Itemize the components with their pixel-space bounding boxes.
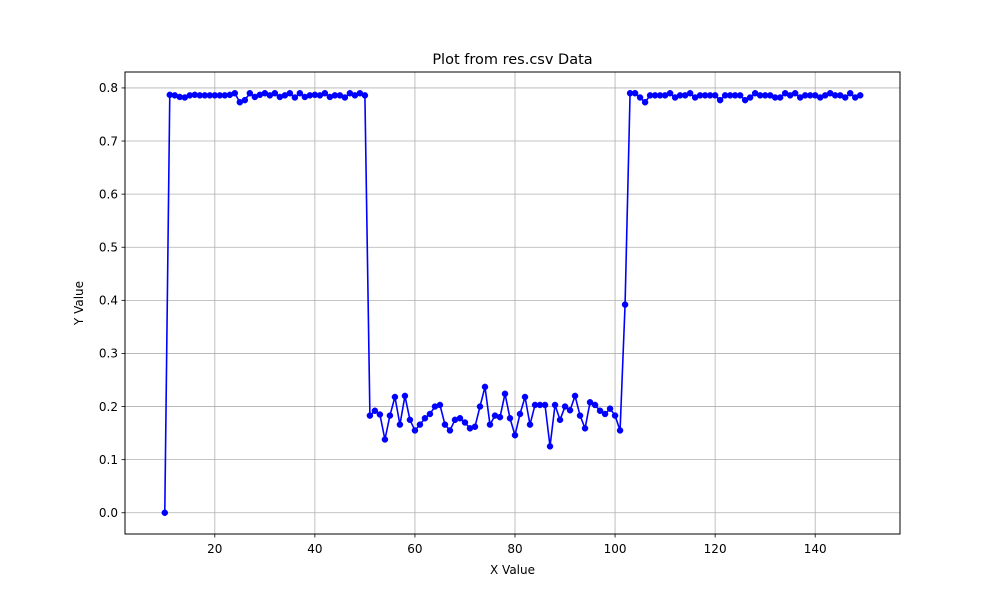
data-point (561, 403, 569, 410)
data-point (596, 407, 604, 415)
data-point (711, 92, 719, 99)
data-point (746, 94, 754, 101)
data-point (481, 383, 489, 391)
plot-frame (124, 71, 901, 535)
data-point (556, 416, 564, 424)
y-tick-label: 0.1 (99, 453, 118, 467)
data-point (471, 423, 479, 430)
data-point (741, 96, 749, 104)
data-point (161, 509, 169, 517)
x-tick-label: 60 (407, 542, 422, 556)
y-tick-label: 0.4 (99, 294, 118, 308)
data-point (546, 443, 554, 450)
data-point (601, 410, 609, 418)
data-point (486, 421, 494, 428)
data-point (241, 96, 249, 104)
data-point (366, 412, 374, 419)
grid (125, 72, 900, 534)
data-point (571, 392, 579, 400)
data-point (501, 390, 509, 398)
data-point (296, 89, 304, 97)
data-point (736, 92, 744, 99)
data-point (631, 89, 639, 97)
data-point (496, 413, 504, 421)
data-point (611, 412, 619, 419)
data-point (516, 410, 524, 418)
data-point (456, 414, 464, 422)
y-tick-label: 0.3 (99, 347, 118, 361)
data-point (576, 412, 584, 419)
data-point (476, 403, 484, 410)
data-point (521, 393, 529, 401)
data-point (396, 421, 404, 428)
data-point (341, 94, 349, 101)
data-point (841, 94, 849, 101)
data-point (246, 89, 254, 97)
data-point (291, 94, 299, 101)
data-point (566, 407, 574, 414)
data-point (231, 89, 239, 97)
data-point (381, 436, 389, 443)
y-tick-label: 0.2 (99, 400, 118, 414)
data-point (551, 401, 559, 409)
data-point (636, 94, 644, 101)
data-point (506, 414, 514, 422)
ticks: 20 40 60 80 100 120 140 0.0 0.1 0.2 0.3 0.4 0.5 0.6 0.… (99, 81, 827, 556)
data-point (591, 401, 599, 409)
x-tick-label: 20 (207, 542, 222, 556)
data-point (641, 99, 649, 106)
data-point (526, 421, 534, 428)
x-tick-label: 120 (704, 542, 727, 556)
data-point (606, 405, 614, 412)
data-layer (161, 89, 864, 517)
data-point (461, 419, 469, 426)
x-tick-label: 100 (604, 542, 627, 556)
y-tick-label: 0.8 (99, 81, 118, 95)
data-point (446, 427, 454, 434)
data-point (776, 94, 784, 101)
data-point (271, 89, 279, 97)
data-point (421, 414, 429, 422)
data-point (371, 407, 379, 415)
x-axis-label: X Value (490, 563, 535, 577)
data-point (416, 421, 424, 428)
data-point (616, 427, 624, 434)
data-point (286, 89, 294, 97)
y-tick-label: 0.7 (99, 134, 118, 148)
data-point (846, 89, 854, 97)
data-point (321, 89, 329, 97)
data-point (406, 416, 414, 424)
data-point (401, 392, 409, 400)
data-point (511, 431, 519, 439)
data-point (666, 89, 674, 97)
x-tick-label: 80 (507, 542, 522, 556)
x-tick-label: 140 (804, 542, 827, 556)
y-tick-label: 0.5 (99, 241, 118, 255)
data-point (791, 89, 799, 97)
y-tick-label: 0.6 (99, 187, 118, 201)
data-point (426, 410, 434, 418)
y-axis-label: Y Value (72, 281, 86, 326)
data-point (586, 399, 594, 406)
data-point (376, 411, 384, 418)
data-point (411, 427, 419, 434)
data-point (716, 96, 724, 104)
data-point (361, 92, 369, 99)
data-point (391, 393, 399, 401)
x-tick-label: 40 (307, 542, 322, 556)
data-point (436, 401, 444, 409)
data-point (581, 425, 589, 432)
data-point (441, 421, 449, 428)
data-point (541, 401, 549, 409)
y-tick-label: 0.0 (99, 506, 118, 520)
data-point (621, 301, 629, 308)
data-point (856, 92, 864, 99)
chart-title: Plot from res.csv Data (432, 52, 592, 68)
data-point (386, 412, 394, 419)
data-point (686, 89, 694, 97)
